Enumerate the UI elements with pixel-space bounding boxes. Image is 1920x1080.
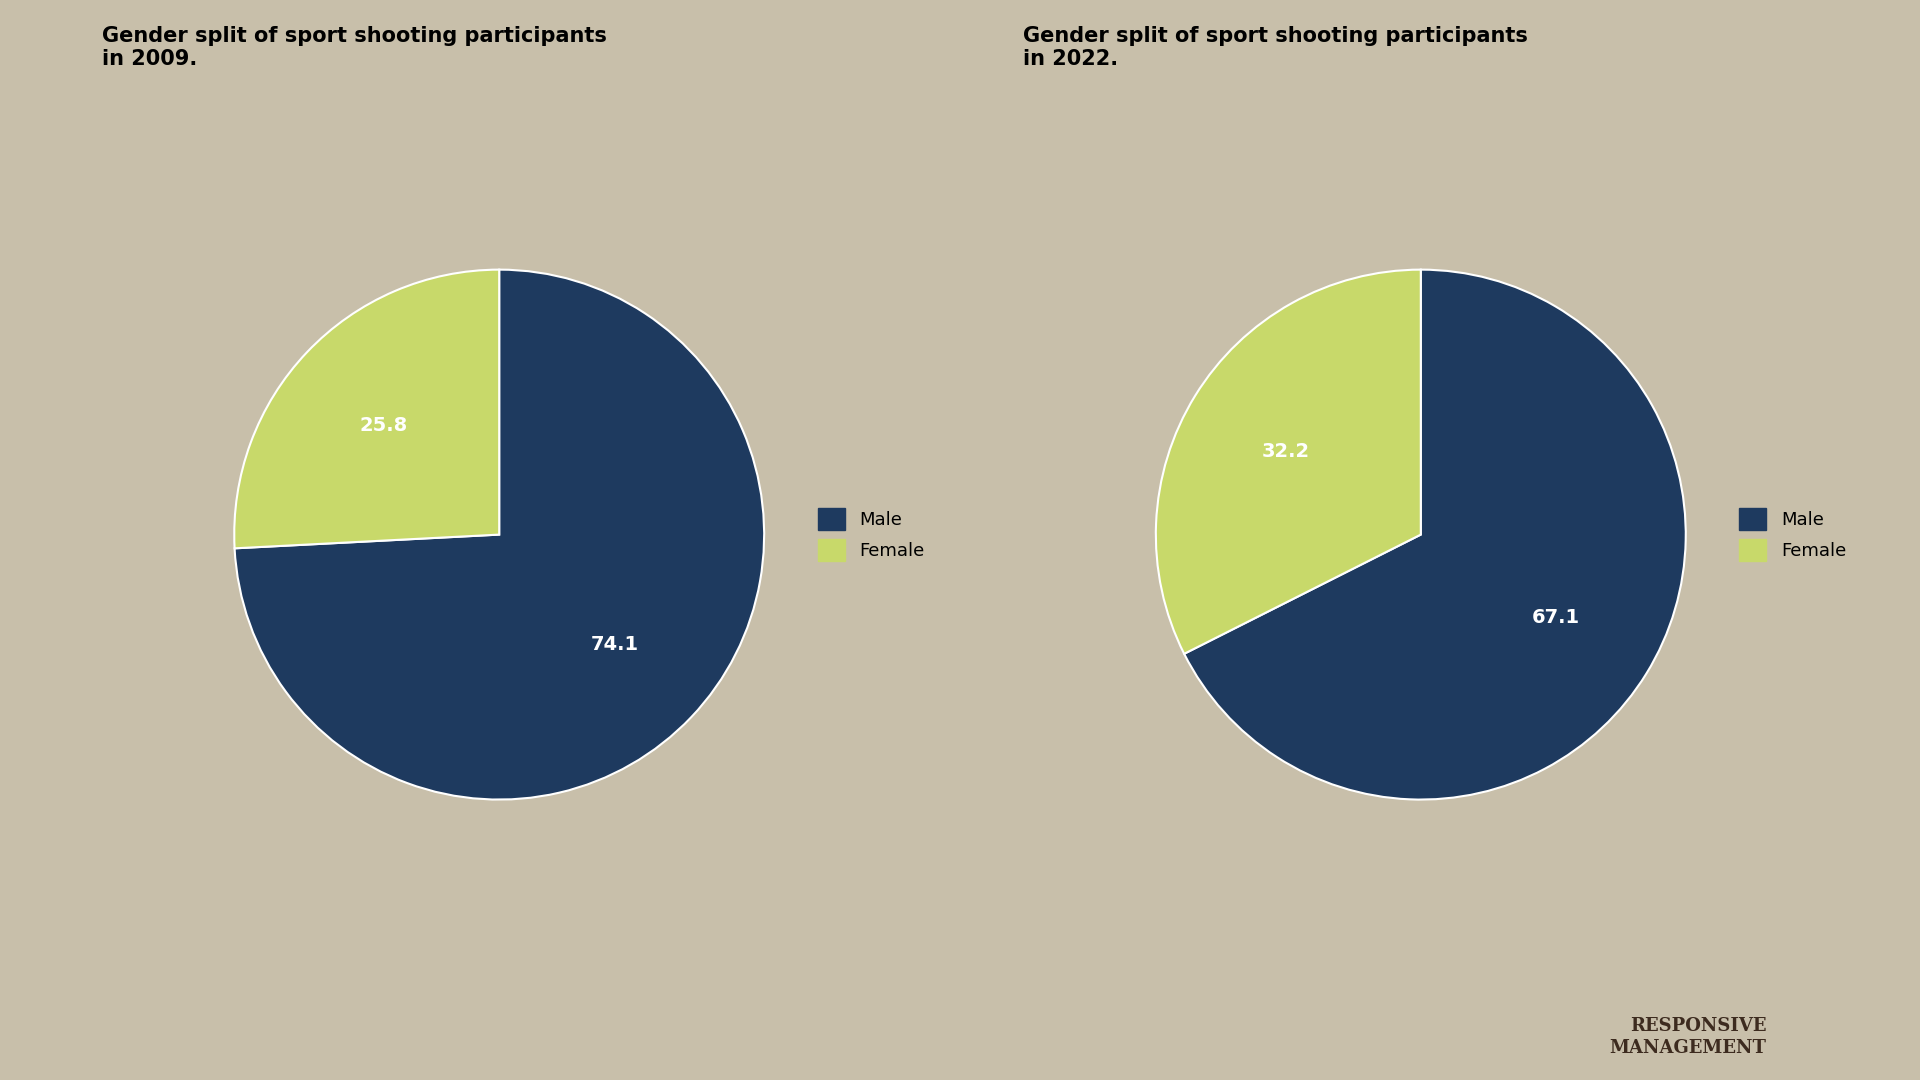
Wedge shape (234, 270, 499, 549)
Legend: Male, Female: Male, Female (1732, 501, 1853, 568)
Text: 32.2: 32.2 (1261, 442, 1309, 461)
Text: RESPONSIVE
MANAGEMENT: RESPONSIVE MANAGEMENT (1609, 1016, 1766, 1057)
Text: 74.1: 74.1 (591, 635, 639, 653)
Wedge shape (234, 270, 764, 799)
Text: Gender split of sport shooting participants
in 2009.: Gender split of sport shooting participa… (102, 26, 607, 69)
Wedge shape (1156, 270, 1421, 653)
Text: Gender split of sport shooting participants
in 2022.: Gender split of sport shooting participa… (1023, 26, 1528, 69)
Text: 67.1: 67.1 (1532, 608, 1580, 627)
Text: 25.8: 25.8 (359, 416, 409, 434)
Wedge shape (1185, 270, 1686, 799)
Legend: Male, Female: Male, Female (810, 501, 931, 568)
